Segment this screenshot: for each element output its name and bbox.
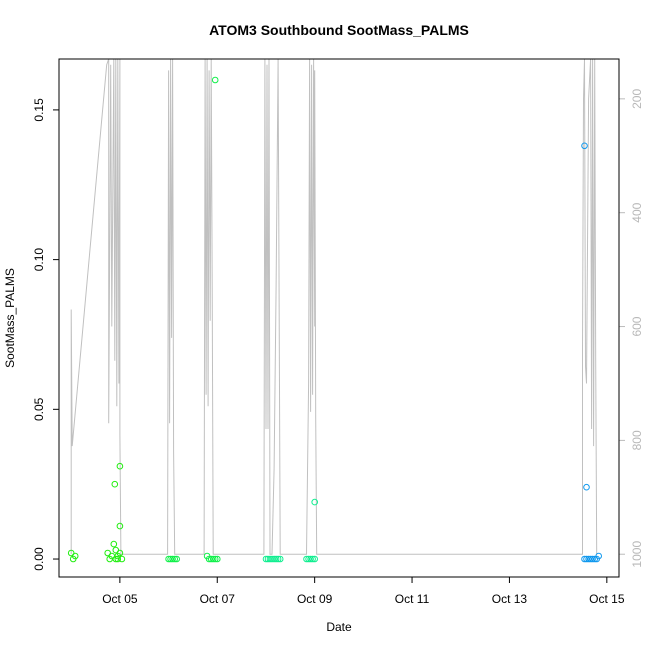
y-tick-label: 0.00	[32, 547, 46, 571]
data-point-series-2	[207, 555, 215, 563]
data-point-series-1	[116, 462, 124, 470]
y-tick-label: 0.05	[32, 397, 46, 421]
data-point-series-1	[112, 555, 120, 563]
x-axis-label: Date	[326, 620, 352, 634]
x-tick-label: Oct 07	[200, 592, 236, 606]
data-point-series-3	[309, 555, 316, 563]
y-axis-label: SootMass_PALMS	[3, 268, 17, 368]
data-point-series-1	[110, 540, 118, 548]
data-point-series-1	[116, 549, 124, 557]
data-point-series-1	[111, 480, 119, 488]
axes-layer: 0.00 0.05 0.10 0.15 Oct 05 Oct 07 Oct 09 Oct 11…	[32, 89, 644, 606]
data-point-series-3	[272, 555, 280, 563]
data-point-series-1	[114, 555, 122, 563]
altitude-line	[70, 59, 598, 555]
data-point-series-4	[581, 142, 588, 150]
right-tick-label: 1000	[630, 541, 644, 568]
data-point-series-2	[211, 555, 219, 563]
plot-frame	[58, 58, 620, 578]
data-point-series-2	[211, 76, 219, 84]
data-point-series-1	[106, 555, 113, 563]
data-point-series-4	[583, 483, 590, 491]
data-point-series-2	[169, 555, 176, 563]
data-point-series-3	[311, 555, 319, 563]
altitude-line-layer	[70, 59, 598, 555]
right-tick-label: 200	[630, 89, 644, 109]
data-point-series-1	[71, 552, 79, 560]
y-tick-label: 0.15	[32, 98, 46, 122]
x-tick-label: Oct 13	[492, 592, 528, 606]
x-tick-label: Oct 11	[395, 592, 430, 606]
data-point-series-4	[589, 555, 596, 563]
right-tick-label: 600	[630, 316, 644, 336]
data-point-series-4	[595, 552, 603, 560]
data-point-series-2	[171, 555, 178, 563]
data-point-series-1	[118, 555, 126, 563]
data-point-series-4	[587, 555, 594, 563]
data-point-series-3	[311, 498, 319, 506]
y-tick-label: 0.10	[32, 248, 46, 272]
data-point-series-2	[209, 555, 217, 563]
points-layer	[67, 76, 603, 563]
data-point-series-4	[585, 555, 592, 563]
data-point-series-3	[307, 555, 314, 563]
data-point-series-3	[274, 555, 282, 563]
data-point-series-1	[116, 522, 124, 530]
data-point-series-2	[214, 555, 221, 563]
right-tick-label: 800	[630, 430, 644, 450]
x-tick-label: Oct 09	[297, 592, 333, 606]
data-point-series-2	[173, 555, 180, 563]
data-point-series-3	[276, 555, 284, 563]
chart-title: ATOM3 Southbound SootMass_PALMS	[209, 22, 469, 38]
x-tick-label: Oct 15	[589, 592, 625, 606]
x-tick-label: Oct 05	[102, 592, 138, 606]
right-tick-label: 400	[630, 202, 644, 222]
